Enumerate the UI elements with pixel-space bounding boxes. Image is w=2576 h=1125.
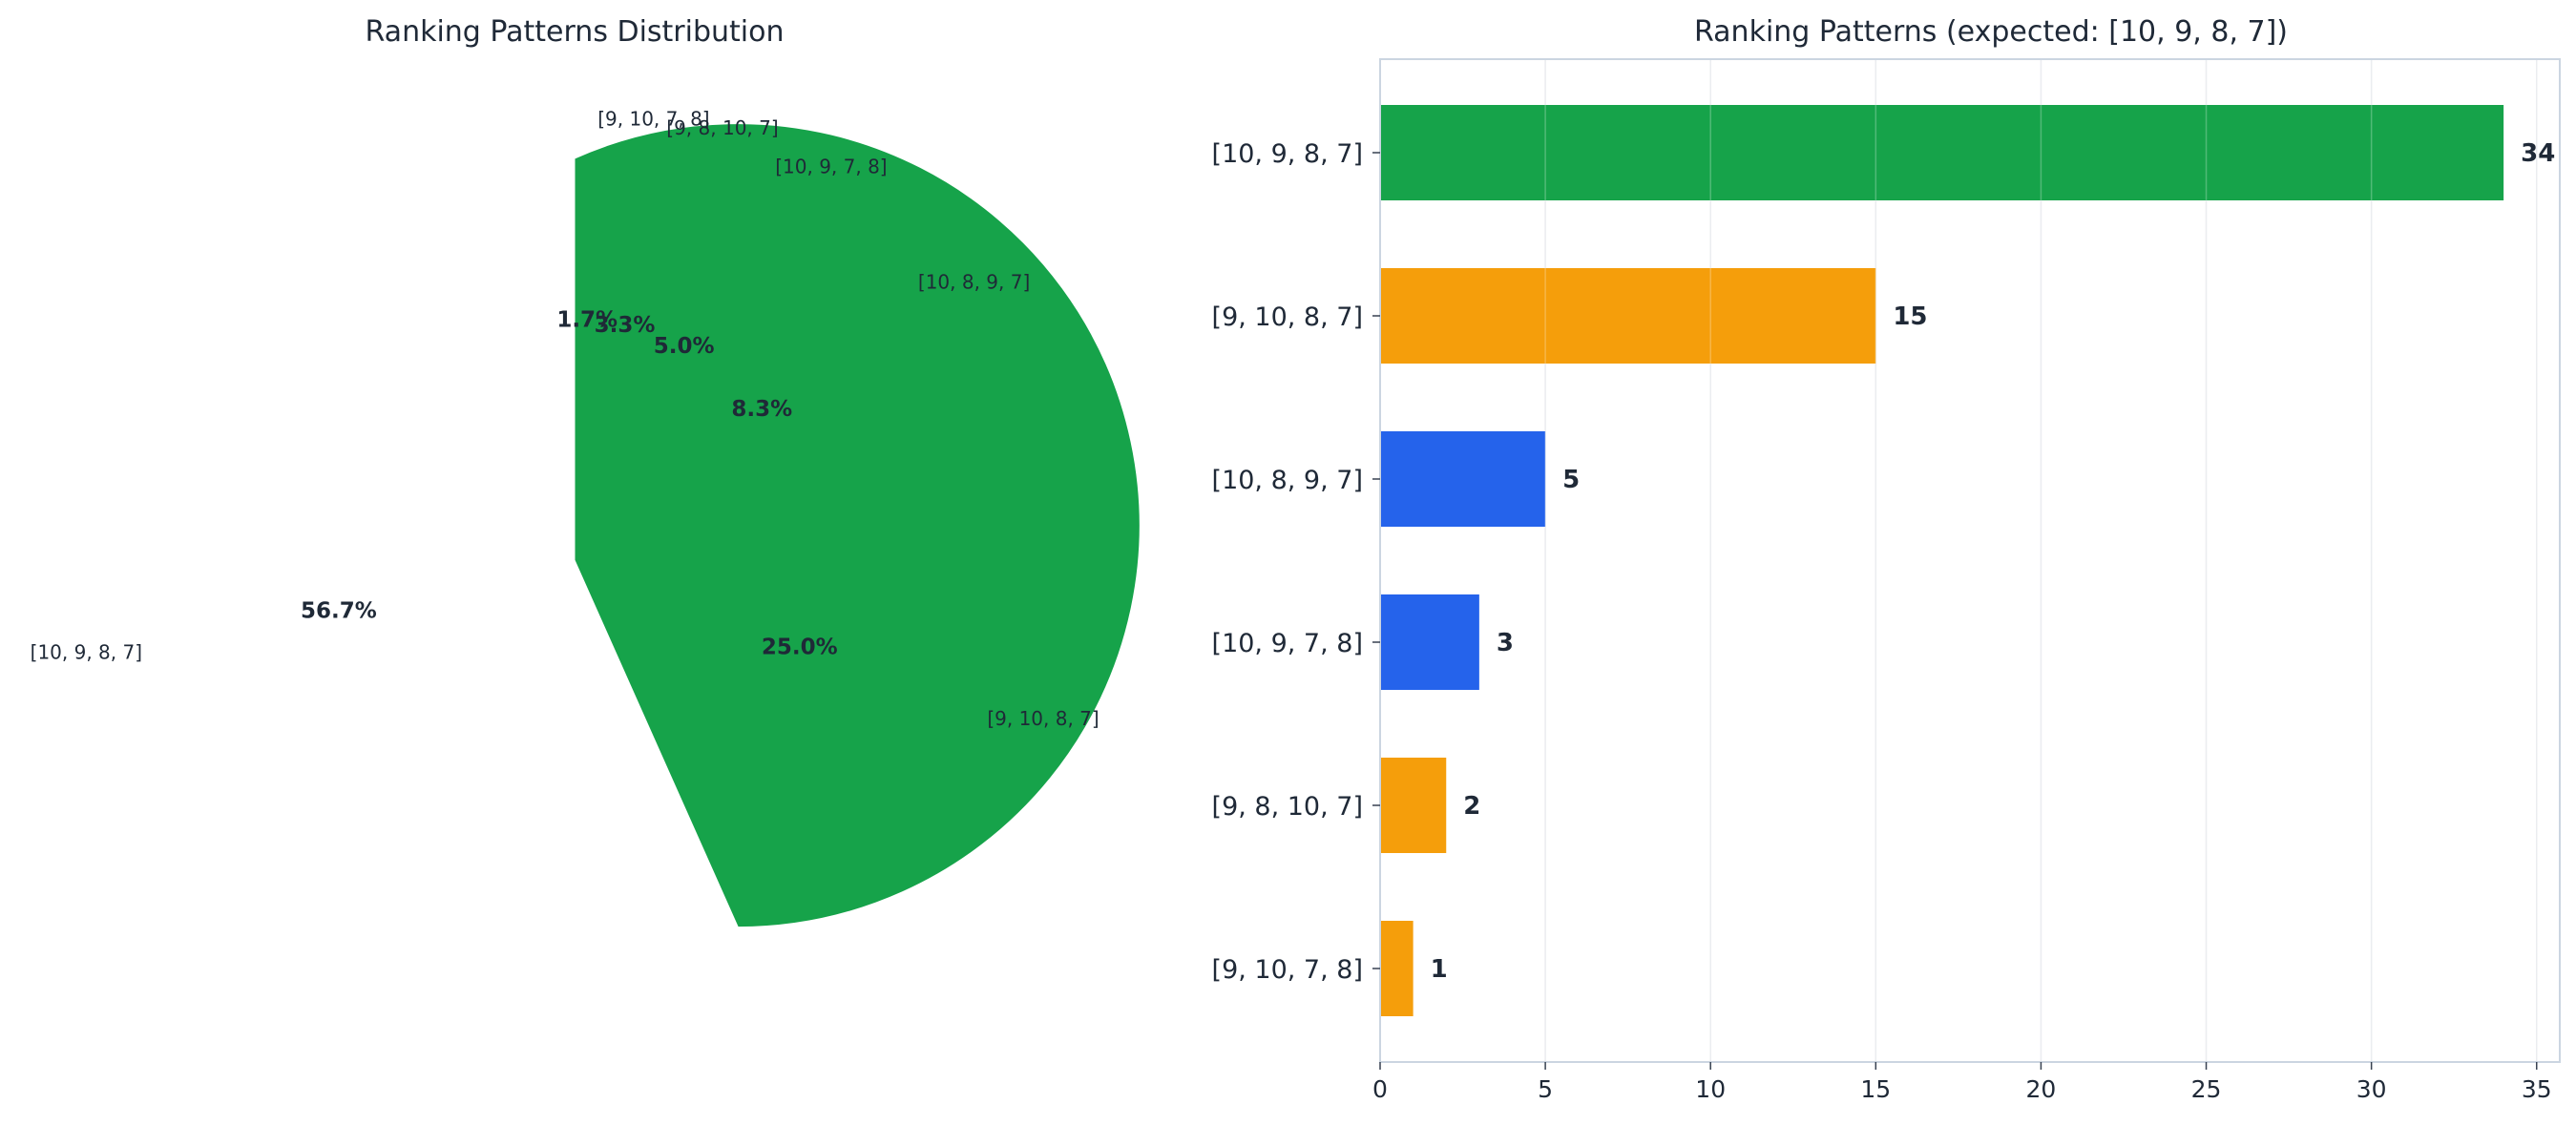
bar-chart-title: Ranking Patterns (expected: [10, 9, 8, 7… (1694, 15, 2288, 49)
y-tick-label: [9, 10, 7, 8] (1212, 955, 1363, 985)
bar-chart-gridlines (1379, 59, 2538, 1062)
pie-slice-percent: 5.0% (654, 334, 715, 359)
x-tick-label: 35 (2522, 1075, 2552, 1103)
y-tick-label: [9, 10, 8, 7] (1212, 302, 1363, 332)
bar-value-label: 5 (1562, 466, 1580, 494)
pie-slice-label: [10, 8, 9, 7] (918, 271, 1030, 294)
pie-slice-label: [10, 9, 8, 7] (31, 640, 142, 663)
y-tick-label: [9, 8, 10, 7] (1212, 792, 1363, 822)
bar-value-label: 3 (1497, 629, 1514, 657)
plot-frame (1379, 58, 2561, 1063)
pie-slice-label: [9, 8, 10, 7] (666, 116, 778, 139)
pie-slice-label: [9, 10, 8, 7] (987, 707, 1099, 730)
pie-slice-percent: 25.0% (762, 635, 838, 660)
pie-slice-percent: 3.3% (595, 313, 656, 338)
bar-value-label: 1 (1431, 955, 1448, 984)
x-tick-label: 30 (2356, 1075, 2387, 1103)
pie-slice-percent: 1.7% (556, 308, 618, 333)
x-tick-label: 25 (2191, 1075, 2222, 1103)
pie-text-labels: [9, 10, 7, 8] 1.7% [9, 8, 10, 7] 3.3% [10, 9… (31, 108, 1100, 730)
bar-value-label: 34 (2521, 139, 2555, 168)
bar-chart-y-ticks: [10, 9, 8, 7] [9, 10, 8, 7] [10, 8, 9, 7] [… (1212, 139, 1380, 985)
bar-value-label: 2 (1463, 792, 1480, 821)
bar-chart-value-labels: 34 15 5 3 2 1 (1431, 139, 2556, 984)
bar-chart: Ranking Patterns (expected: [10, 9, 8, 7… (1212, 15, 2561, 1103)
pie-chart-title: Ranking Patterns Distribution (366, 15, 785, 49)
x-tick-label: 0 (1372, 1075, 1388, 1103)
bar-chart-frame (1379, 58, 2561, 1063)
bar (1380, 921, 1414, 1016)
pie-slice-label: [9, 10, 7, 8] (597, 108, 709, 131)
y-tick-label: [10, 9, 8, 7] (1212, 139, 1363, 169)
pie-slice (574, 123, 1141, 928)
y-tick-label: [10, 9, 7, 8] (1212, 629, 1363, 658)
bar (1380, 594, 1479, 690)
pie-chart: Ranking Patterns Distribution [9, 10, 7,… (31, 15, 1141, 928)
pie-slice-percent: 56.7% (301, 599, 377, 624)
pie-slice-percent: 8.3% (731, 397, 792, 422)
bar-chart-x-ticks: 0 5 10 15 20 25 30 35 (1372, 1062, 2552, 1103)
x-tick-label: 5 (1538, 1075, 1553, 1103)
x-tick-label: 15 (1860, 1075, 1891, 1103)
x-tick-label: 10 (1695, 1075, 1726, 1103)
bar-chart-bars (1380, 105, 2504, 1016)
bar (1380, 105, 2504, 200)
y-tick-label: [10, 8, 9, 7] (1212, 466, 1363, 495)
bar (1380, 431, 1546, 527)
bar-value-label: 15 (1893, 302, 1927, 331)
bar (1380, 268, 1876, 364)
bar (1380, 758, 1447, 853)
pie-slice-label: [10, 9, 7, 8] (775, 155, 887, 177)
pie-slices (573, 123, 1141, 928)
x-tick-label: 20 (2026, 1075, 2057, 1103)
